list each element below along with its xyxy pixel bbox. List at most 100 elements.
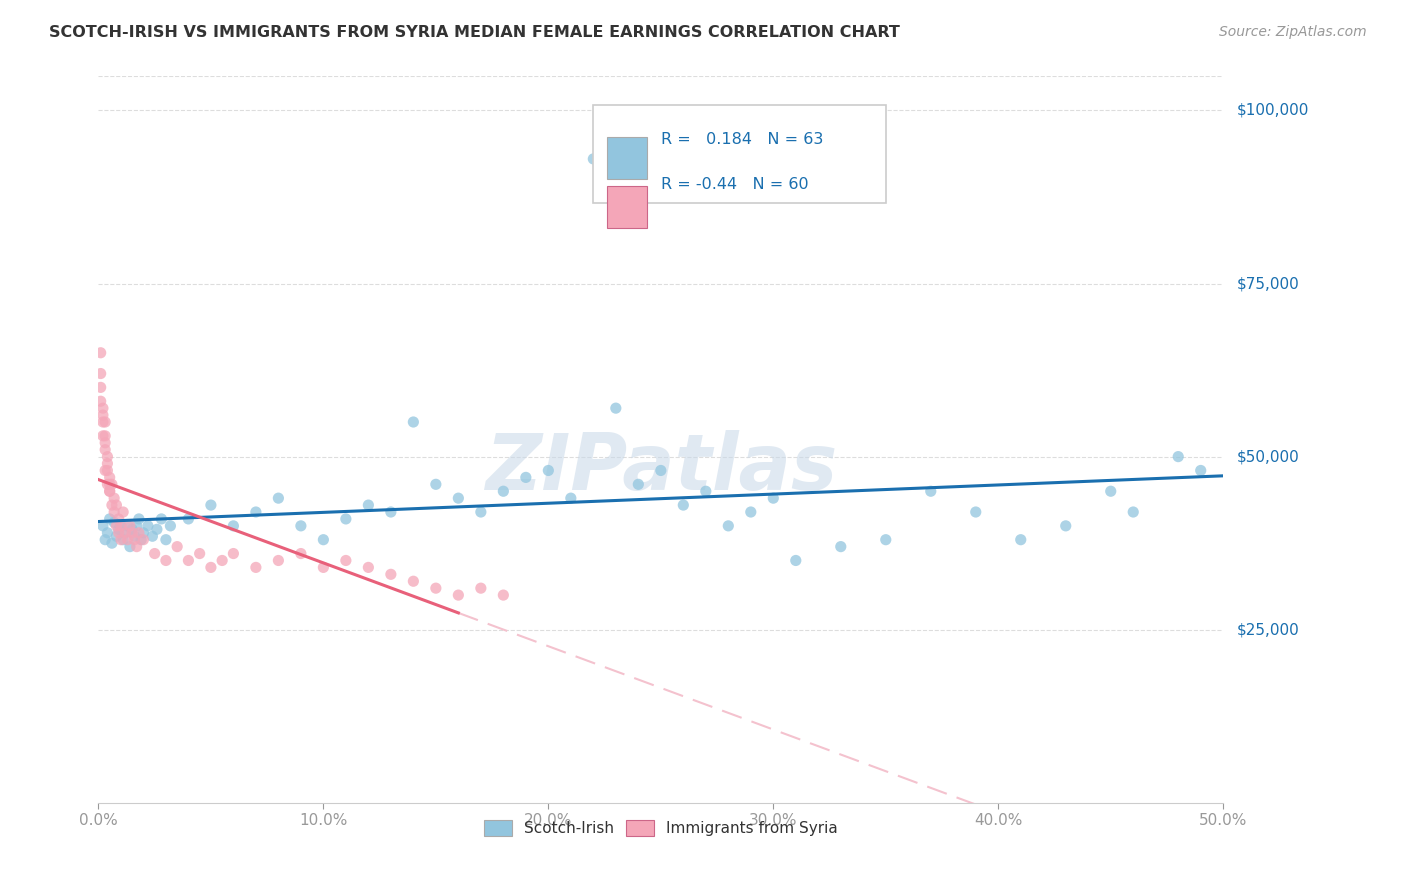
Point	[94, 442, 117, 457]
FancyBboxPatch shape	[607, 136, 647, 178]
Point	[94, 415, 117, 429]
Point	[114, 525, 136, 540]
Point	[312, 560, 335, 574]
Point	[222, 547, 245, 561]
Point	[118, 540, 141, 554]
Point	[107, 512, 129, 526]
Point	[128, 525, 150, 540]
Point	[91, 401, 114, 416]
Point	[425, 581, 447, 595]
Point	[267, 553, 290, 567]
Point	[91, 408, 114, 422]
Point	[91, 429, 114, 443]
Point	[121, 522, 143, 536]
Point	[128, 512, 150, 526]
Point	[94, 533, 117, 547]
Point	[177, 512, 200, 526]
Point	[582, 152, 605, 166]
Point	[125, 519, 148, 533]
Point	[290, 519, 312, 533]
Point	[159, 519, 181, 533]
Text: $50,000: $50,000	[1237, 449, 1301, 464]
Point	[150, 512, 173, 526]
Point	[96, 450, 118, 464]
Point	[124, 533, 146, 547]
Point	[177, 553, 200, 567]
Point	[105, 529, 128, 543]
Point	[143, 547, 166, 561]
Text: Source: ZipAtlas.com: Source: ZipAtlas.com	[1219, 25, 1367, 39]
Point	[425, 477, 447, 491]
Point	[166, 540, 188, 554]
Point	[96, 525, 118, 540]
Point	[627, 477, 650, 491]
Point	[470, 581, 492, 595]
Text: R =   0.184   N = 63: R = 0.184 N = 63	[661, 132, 823, 147]
Point	[357, 498, 380, 512]
Point	[470, 505, 492, 519]
Point	[101, 477, 124, 491]
Point	[155, 553, 177, 567]
Point	[717, 519, 740, 533]
Point	[357, 560, 380, 574]
Point	[98, 484, 121, 499]
Point	[650, 463, 672, 477]
Point	[211, 553, 233, 567]
Point	[94, 435, 117, 450]
Point	[103, 491, 125, 505]
Point	[96, 457, 118, 471]
Point	[188, 547, 211, 561]
Point	[267, 491, 290, 505]
Point	[695, 484, 717, 499]
Point	[103, 516, 125, 530]
Point	[90, 380, 112, 394]
Point	[1010, 533, 1032, 547]
Point	[146, 522, 169, 536]
Point	[1054, 519, 1077, 533]
Text: $100,000: $100,000	[1237, 103, 1309, 118]
Point	[492, 588, 515, 602]
Point	[380, 505, 402, 519]
Point	[98, 470, 121, 484]
Point	[132, 525, 155, 540]
Point	[136, 519, 159, 533]
Point	[920, 484, 942, 499]
Point	[101, 536, 124, 550]
Point	[101, 498, 124, 512]
Point	[200, 560, 222, 574]
Point	[965, 505, 987, 519]
FancyBboxPatch shape	[593, 105, 886, 203]
Point	[1099, 484, 1122, 499]
Point	[90, 367, 112, 381]
Point	[117, 533, 139, 547]
Point	[98, 477, 121, 491]
Point	[105, 519, 128, 533]
Point	[312, 533, 335, 547]
Point	[605, 401, 627, 416]
Point	[112, 505, 135, 519]
Point	[129, 533, 152, 547]
Point	[90, 345, 112, 359]
Point	[672, 498, 695, 512]
Point	[103, 505, 125, 519]
Point	[96, 463, 118, 477]
Text: R = -0.44   N = 60: R = -0.44 N = 60	[661, 177, 808, 192]
Point	[110, 519, 132, 533]
Point	[141, 529, 163, 543]
Point	[785, 553, 807, 567]
Text: SCOTCH-IRISH VS IMMIGRANTS FROM SYRIA MEDIAN FEMALE EARNINGS CORRELATION CHART: SCOTCH-IRISH VS IMMIGRANTS FROM SYRIA ME…	[49, 25, 900, 40]
Point	[125, 540, 148, 554]
Point	[402, 574, 425, 589]
Point	[200, 498, 222, 512]
Point	[1122, 505, 1144, 519]
Point	[245, 505, 267, 519]
Point	[335, 512, 357, 526]
Text: $75,000: $75,000	[1237, 276, 1301, 291]
FancyBboxPatch shape	[607, 186, 647, 228]
Point	[107, 525, 129, 540]
Point	[110, 533, 132, 547]
Text: $25,000: $25,000	[1237, 623, 1301, 637]
Point	[132, 533, 155, 547]
Point	[290, 547, 312, 561]
Point	[105, 498, 128, 512]
